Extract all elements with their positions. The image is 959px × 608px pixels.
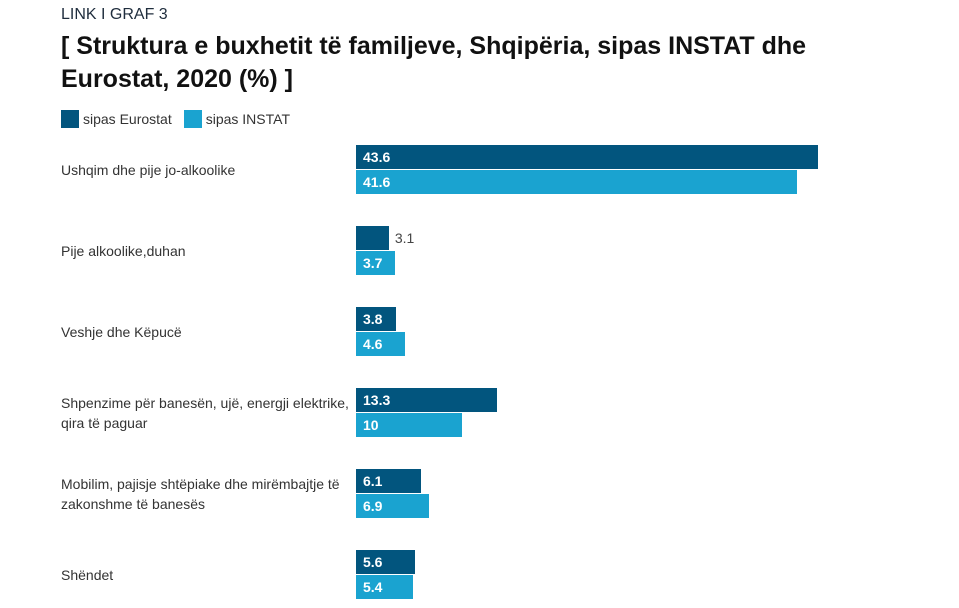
chart-kicker: LINK I GRAF 3	[61, 6, 168, 23]
data-label: 10	[363, 417, 379, 433]
data-label: 43.6	[363, 149, 391, 165]
bar-instat	[356, 170, 797, 194]
category-label: Ushqim dhe pije jo-alkoolike	[61, 162, 236, 178]
legend-item-eurostat: sipas Eurostat	[61, 110, 172, 128]
data-label: 3.7	[363, 255, 383, 271]
data-label: 5.6	[363, 554, 383, 570]
category-label: Mobilim, pajisje shtëpiake dhe mirëmbajt…	[61, 476, 340, 512]
category-label: Shpenzime për banesën, ujë, energji elek…	[61, 395, 349, 431]
data-label: 6.9	[363, 498, 383, 514]
bar-eurostat	[356, 145, 819, 169]
data-label: 4.6	[363, 336, 383, 352]
data-label: 13.3	[363, 392, 391, 408]
bar-instat	[356, 494, 430, 518]
bar-instat	[356, 251, 396, 275]
data-label: 3.1	[394, 230, 415, 246]
bar-eurostat	[356, 307, 397, 331]
bar-eurostat	[356, 550, 416, 574]
bar-instat	[356, 413, 462, 437]
legend-swatch-instat	[183, 110, 202, 128]
data-label: 3.8	[363, 311, 383, 327]
category-label: Shëndet	[61, 567, 114, 583]
bar-eurostat	[356, 469, 421, 493]
bar-eurostat	[356, 226, 389, 250]
legend-item-instat: sipas INSTAT	[183, 110, 290, 128]
data-label: 5.4	[363, 579, 383, 595]
legend: sipas Eurostat sipas INSTAT	[61, 110, 290, 128]
legend-label: sipas INSTAT	[205, 111, 290, 127]
bar-instat	[356, 332, 405, 356]
chart-title: [ Struktura e buxhetit të familjeve, Shq…	[61, 32, 807, 93]
data-label: 41.6	[363, 174, 391, 190]
bar-instat	[356, 575, 414, 599]
bar-eurostat	[356, 388, 497, 412]
legend-swatch-eurostat	[61, 110, 79, 128]
category-label: Veshje dhe Këpucë	[61, 324, 182, 340]
category-label: Pije alkoolike,duhan	[61, 243, 186, 259]
legend-label: sipas Eurostat	[83, 111, 172, 127]
data-label: 6.1	[363, 473, 383, 489]
